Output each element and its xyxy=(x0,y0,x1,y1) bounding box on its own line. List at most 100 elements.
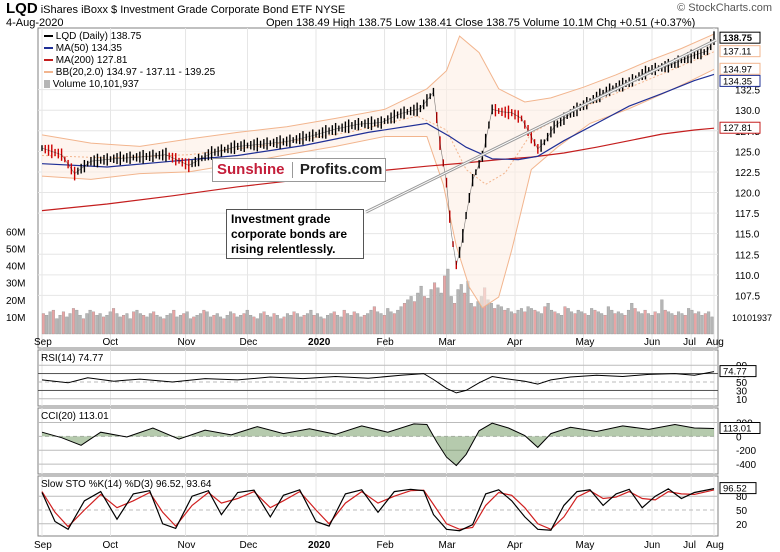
volume-bar xyxy=(339,316,343,335)
price-tick-label: 130.0 xyxy=(735,106,760,117)
legend-ma200: MA(200) 127.81 xyxy=(44,55,128,66)
volume-bar xyxy=(453,303,457,335)
volume-bar xyxy=(295,313,299,335)
volume-bar xyxy=(596,311,600,335)
legend-bb: BB(20,2.0) 134.97 - 137.11 - 139.25 xyxy=(44,67,215,78)
volume-bar xyxy=(262,311,266,335)
volume-bar xyxy=(707,311,711,335)
legend-ma50-label: MA(50) 134.35 xyxy=(55,43,122,54)
volume-bar xyxy=(182,313,186,335)
volume-bar xyxy=(272,313,276,335)
trendline-inner xyxy=(365,39,717,213)
volume-bar xyxy=(469,303,473,335)
volume-tick-label: 20M xyxy=(6,296,25,307)
volume-tick-label: 60M xyxy=(6,227,25,238)
volume-bar xyxy=(399,306,403,335)
volume-bar xyxy=(496,304,500,335)
sto-d-line xyxy=(41,489,715,531)
volume-bar xyxy=(499,306,503,335)
x-tick-label-main: 2020 xyxy=(308,337,331,348)
x-tick-label-bottom: Sep xyxy=(34,540,52,551)
volume-bar xyxy=(252,316,256,335)
volume-bar xyxy=(623,315,627,335)
volume-last-label: 10101937 xyxy=(732,313,772,323)
price-tick-label: 122.5 xyxy=(735,168,760,179)
volume-bar xyxy=(590,308,594,335)
rsi-tick-label: 10 xyxy=(736,395,748,406)
volume-bar xyxy=(616,311,620,335)
x-tick-label-bottom: Dec xyxy=(240,540,258,551)
volume-bar xyxy=(188,318,192,335)
volume-tick-label: 50M xyxy=(6,245,25,256)
volume-bar xyxy=(245,309,249,335)
volume-bar xyxy=(235,316,239,335)
volume-bar xyxy=(55,318,59,335)
volume-bar xyxy=(115,313,119,335)
volume-bar xyxy=(546,303,550,335)
logo-sunshine-text: Sunshine xyxy=(217,161,285,178)
volume-bar xyxy=(91,311,95,335)
volume-bar xyxy=(376,311,380,335)
volume-bar xyxy=(412,301,416,335)
volume-bar xyxy=(416,292,420,335)
ticker-symbol: LQD xyxy=(6,0,38,17)
volume-bar xyxy=(259,313,263,335)
volume-bar xyxy=(78,315,82,335)
volume-bar xyxy=(132,311,136,335)
sunshine-profits-logo: Sunshine Profits.com xyxy=(212,158,386,182)
volume-bar xyxy=(650,315,654,335)
x-tick-label-bottom: Apr xyxy=(507,540,523,551)
volume-bar xyxy=(41,313,45,335)
volume-bar xyxy=(536,311,540,335)
volume-bar xyxy=(710,316,714,335)
volume-bar xyxy=(302,315,306,335)
legend-volume-label: Volume 10,101,937 xyxy=(52,79,139,90)
sto-tick-label: 80 xyxy=(736,492,748,503)
ma50-line xyxy=(41,73,715,168)
logo-divider xyxy=(291,162,293,179)
volume-bar xyxy=(305,313,309,335)
volume-bar xyxy=(219,316,223,335)
volume-bar xyxy=(687,308,691,335)
volume-bar xyxy=(128,318,132,335)
volume-bar xyxy=(610,309,614,335)
x-tick-label-bottom: Mar xyxy=(439,540,457,551)
logo-profits-text: Profits.com xyxy=(299,161,383,178)
volume-bar xyxy=(426,297,430,335)
legend-price-swatch xyxy=(44,35,53,38)
sto-title: Slow STO %K(14) %D(3) 96.52, 93.64 xyxy=(41,479,212,490)
price-tick-label: 125.0 xyxy=(735,147,760,158)
volume-bar xyxy=(265,315,269,335)
volume-bar xyxy=(112,308,116,335)
legend-price-label: LQD (Daily) 138.75 xyxy=(55,31,142,42)
volume-bar xyxy=(580,311,584,335)
security-name: iShares iBoxx $ Investment Grade Corpora… xyxy=(40,4,313,16)
x-tick-label-main: Apr xyxy=(507,337,523,348)
volume-bar xyxy=(519,308,523,335)
volume-bar xyxy=(68,313,72,335)
volume-bar xyxy=(195,315,199,335)
volume-bar xyxy=(459,284,463,335)
volume-bar xyxy=(523,311,527,335)
volume-bar xyxy=(205,311,209,335)
volume-bar xyxy=(693,313,697,335)
volume-bar xyxy=(436,287,440,335)
volume-bar xyxy=(626,309,630,335)
x-tick-label-bottom: Feb xyxy=(377,540,395,551)
volume-bar xyxy=(75,309,79,335)
volume-bar xyxy=(603,315,607,335)
volume-bar xyxy=(640,313,644,335)
volume-bar xyxy=(269,316,273,335)
volume-tick-label: 10M xyxy=(6,313,25,324)
bollinger-band-fill xyxy=(42,34,714,308)
volume-bar xyxy=(583,313,587,335)
volume-bar xyxy=(586,315,590,335)
volume-bar xyxy=(372,306,376,335)
volume-bar xyxy=(192,316,196,335)
volume-bar xyxy=(620,313,624,335)
x-tick-label-bottom: 2020 xyxy=(308,540,331,551)
volume-bar xyxy=(493,308,497,335)
rsi-tick-label: 30 xyxy=(736,386,748,397)
sto-k-line xyxy=(41,488,715,532)
